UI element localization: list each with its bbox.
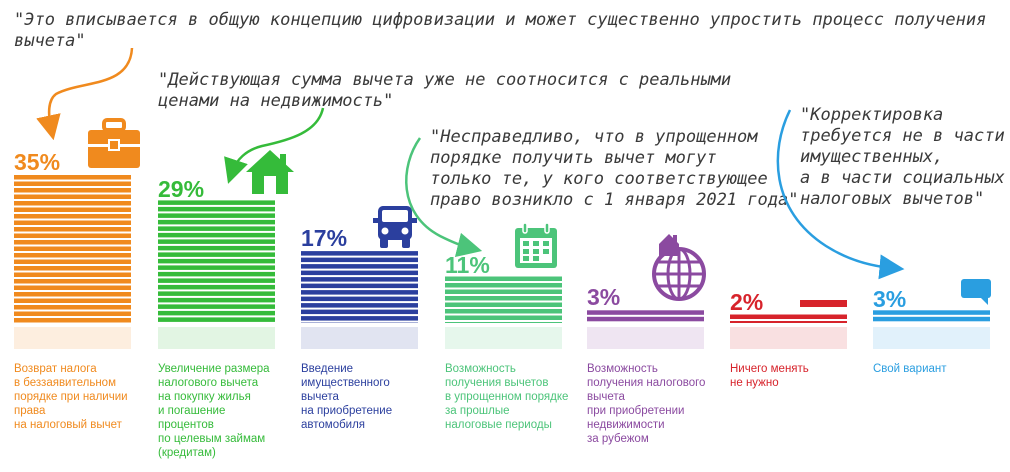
bar-6 — [873, 310, 990, 349]
bar-5-accent — [800, 300, 847, 307]
car-icon — [373, 206, 417, 248]
speech-bubble-icon — [961, 279, 991, 305]
category-label-6: Свой вариант — [873, 363, 947, 375]
category-label-0: Возврат налога в беззаявительном порядке… — [14, 363, 128, 431]
category-label-5: Ничего менять не нужно — [730, 363, 809, 389]
calendar-icon — [515, 222, 557, 268]
category-label-2: Введение имущественного вычета на приобр… — [301, 363, 393, 431]
bar-2 — [301, 251, 418, 349]
value-label-1: 29% — [158, 176, 205, 202]
house-icon — [246, 150, 294, 194]
quote-1: "Это вписывается в общую концепцию цифро… — [14, 10, 987, 51]
value-label-2: 17% — [301, 225, 348, 251]
value-label-5: 2% — [730, 289, 764, 315]
bar-5 — [730, 314, 847, 349]
category-label-3: Возможность получения вычетов в упрощенн… — [445, 363, 569, 431]
value-label-0: 35% — [14, 149, 61, 175]
bar-1 — [158, 200, 275, 349]
arrow-quote-4 — [776, 109, 905, 280]
globe-house-icon — [652, 234, 706, 301]
arrow-quote-3 — [405, 137, 483, 258]
value-label-4: 3% — [587, 284, 621, 310]
category-label-4: Возможность получения налогового вычета … — [587, 363, 706, 445]
value-label-6: 3% — [873, 286, 907, 312]
quote-3: "Несправедливо, что в упрощенном порядке… — [430, 127, 799, 210]
arrow-quote-1 — [36, 47, 134, 141]
category-label-1: Увеличение размера налогового вычета на … — [158, 363, 270, 459]
bar-0 — [14, 175, 131, 349]
briefcase-icon — [88, 118, 140, 168]
quote-2: "Действующая сумма вычета уже не соотнос… — [158, 70, 732, 111]
bar-4 — [587, 310, 704, 349]
bar-3 — [445, 276, 562, 349]
arrow-quote-2 — [224, 107, 325, 184]
quote-4: "Корректировка требуется не в части имущ… — [800, 105, 1005, 209]
